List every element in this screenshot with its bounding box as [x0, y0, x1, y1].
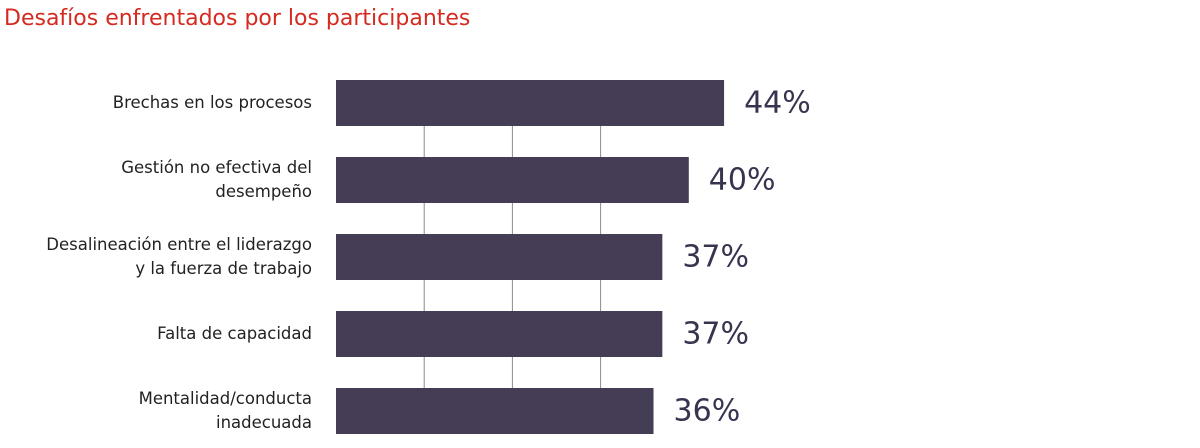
bar [336, 388, 654, 434]
y-tick-label: Falta de capacidad [157, 324, 312, 343]
bar [336, 311, 663, 357]
bar [336, 80, 725, 126]
bar [336, 234, 663, 280]
y-tick-label: Mentalidad/conducta inadecuada [138, 389, 312, 432]
value-label: 36% [673, 393, 741, 429]
bar [336, 157, 689, 203]
y-tick-label: Brechas en los procesos [112, 93, 312, 112]
value-label: 44% [744, 85, 811, 121]
y-tick-label: Desalineación entre el liderazgo y la fu… [46, 235, 312, 278]
value-label: 40% [708, 162, 776, 198]
y-tick-label: Gestión no efectiva del desempeño [121, 158, 312, 201]
value-label: 37% [682, 316, 750, 352]
chart-title: Desafíos enfrentados por los participant… [4, 6, 471, 31]
value-label: 37% [682, 239, 750, 275]
